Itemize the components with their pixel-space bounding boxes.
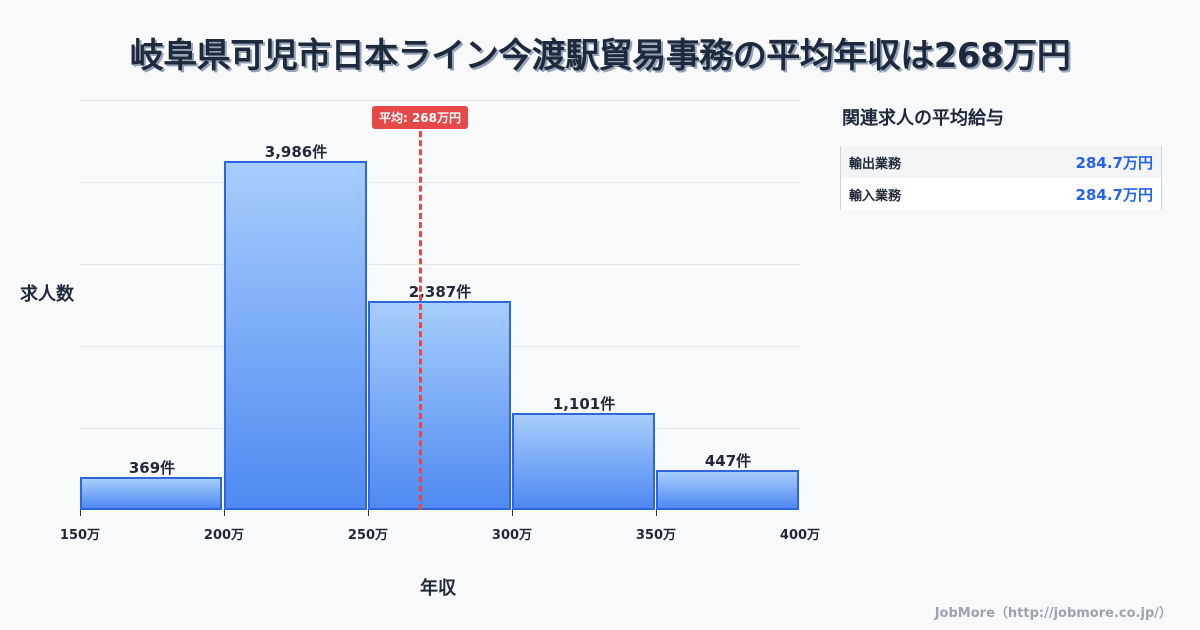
bar-value-label: 369件: [128, 459, 176, 477]
x-axis-label: 年収: [420, 578, 456, 599]
x-tick: [80, 510, 81, 516]
x-tick: [656, 510, 657, 516]
histogram-bar: [80, 477, 222, 510]
job-salary: 284.7万円: [1075, 185, 1153, 204]
related-salary-row: 輸出業務 284.7万円: [841, 146, 1161, 178]
bar-value-label: 3,986件: [264, 143, 328, 161]
histogram-bar: [656, 470, 799, 510]
histogram-bar: [368, 301, 511, 510]
related-salary-title: 関連求人の平均給与: [842, 108, 1004, 129]
histogram-chart: 369件 3,986件 2,387件 1,101件 447件 平均: 268万円: [80, 100, 800, 510]
page-title: 岐阜県可児市日本ライン今渡駅貿易事務の平均年収は268万円: [129, 36, 1071, 76]
x-tick: [224, 510, 225, 516]
x-tick-label: 400万: [779, 528, 821, 543]
x-tick-label: 350万: [635, 528, 677, 543]
mean-badge: 平均: 268万円: [371, 106, 469, 129]
footer-credit: JobMore（http://jobmore.co.jp/）: [934, 606, 1172, 621]
x-tick-label: 250万: [347, 528, 389, 543]
gridline: [80, 182, 800, 183]
job-name: 輸入業務: [849, 188, 902, 204]
x-tick-label: 150万: [59, 528, 101, 543]
mean-line: [419, 122, 422, 510]
job-salary: 284.7万円: [1075, 153, 1153, 172]
bar-value-label: 2,387件: [408, 283, 472, 301]
x-tick-label: 300万: [491, 528, 533, 543]
x-tick-label: 200万: [203, 528, 245, 543]
related-salary-table: 輸出業務 284.7万円 輸入業務 284.7万円: [840, 146, 1162, 210]
bar-value-label: 1,101件: [552, 395, 616, 413]
job-name: 輸出業務: [849, 156, 902, 172]
x-tick: [368, 510, 369, 516]
y-axis-label: 求人数: [20, 284, 74, 305]
x-tick: [512, 510, 513, 516]
gridline: [80, 100, 800, 101]
gridline: [80, 264, 800, 265]
histogram-bar: [224, 161, 367, 510]
related-salary-row: 輸入業務 284.7万円: [841, 178, 1161, 210]
histogram-bar: [512, 413, 655, 510]
bar-value-label: 447件: [704, 452, 752, 470]
